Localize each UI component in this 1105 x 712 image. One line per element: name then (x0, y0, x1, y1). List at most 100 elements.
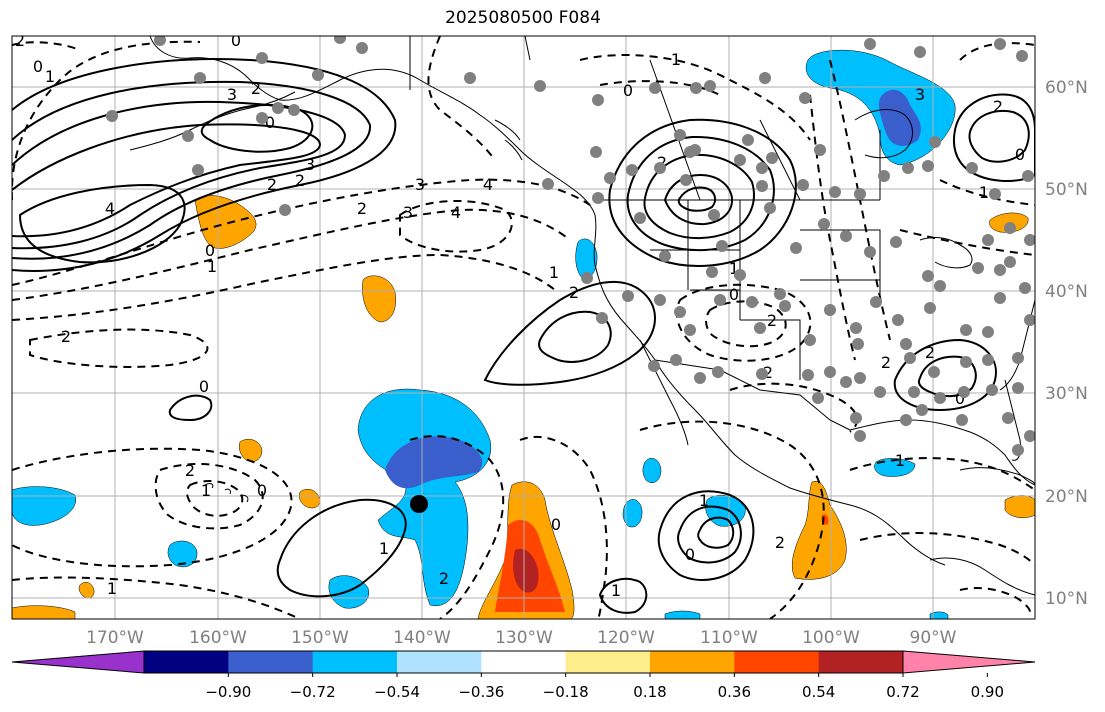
station-dot (634, 212, 646, 224)
station-dot (850, 322, 862, 334)
contour-label: 0 (729, 285, 739, 304)
station-dot (712, 366, 724, 378)
central-america (929, 557, 1035, 596)
station-dot (829, 186, 841, 198)
negative-contour (809, 94, 856, 361)
lat-tick-label: 50°N (1045, 180, 1088, 200)
lon-tick-label: 170°W (86, 628, 144, 648)
positive-contour (538, 310, 612, 363)
very-strong-positive-region (513, 548, 539, 593)
positive-contour (12, 100, 347, 250)
station-dot (914, 46, 926, 58)
station-dot (922, 270, 934, 282)
contour-label: 0 (265, 113, 275, 132)
station-dot (854, 188, 866, 200)
station-dot (690, 82, 702, 94)
negative-anomaly-patch (929, 611, 949, 619)
station-dot (356, 42, 368, 54)
lon-tick-label: 100°W (802, 628, 860, 648)
florida (1004, 379, 1021, 461)
negative-contour (579, 54, 811, 141)
station-dot (154, 36, 166, 46)
station-dot (1024, 430, 1035, 442)
station-dot (1004, 222, 1016, 234)
station-dot (714, 294, 726, 306)
contour-label: 2 (61, 327, 71, 346)
station-dot (902, 162, 914, 174)
contour-label: 2 (185, 461, 195, 480)
negative-anomaly-patch (328, 575, 370, 609)
station-dot (956, 414, 968, 426)
station-dot (106, 110, 118, 122)
station-dot (824, 366, 836, 378)
contour-label: 0 (257, 481, 267, 500)
station-dot (674, 306, 686, 318)
contour-label: 1 (611, 581, 621, 600)
contour-label: 1 (895, 451, 905, 470)
station-dot (774, 288, 786, 300)
station-dot (756, 368, 768, 380)
positive-anomaly-patch (239, 439, 263, 462)
canada-provinces (409, 36, 881, 201)
negative-contour (399, 200, 513, 253)
colorbar-segment (565, 651, 651, 673)
station-dot (804, 334, 816, 346)
station-dot (581, 272, 593, 284)
contour-label: 3 (305, 155, 315, 174)
lon-tick-label: 150°W (291, 628, 349, 648)
positive-anomaly-patch (1004, 495, 1035, 518)
station-dot (797, 179, 809, 191)
na-west-coast (559, 179, 946, 566)
contour-label: 1 (45, 67, 55, 86)
station-dot (1024, 314, 1035, 326)
contour-labels: 2010432234234012023012012122022012301210… (15, 36, 1025, 600)
station-dot (654, 162, 666, 174)
station-dot (864, 38, 876, 50)
positive-contour (677, 505, 742, 564)
station-dot (900, 414, 912, 426)
positive-contour (168, 394, 213, 422)
negative-anomaly-patch (167, 540, 198, 568)
station-dot (989, 188, 1001, 200)
station-dot (802, 369, 814, 381)
station-dot (1019, 282, 1031, 294)
station-dot (878, 170, 890, 182)
contour-label: 4 (451, 203, 461, 222)
station-dot (754, 322, 766, 334)
contour-label: 3 (915, 85, 925, 104)
colorbar-extend-high (902, 650, 1036, 674)
contour-label: 2 (993, 97, 1003, 116)
station-dot (1024, 234, 1035, 246)
negative-contour (12, 178, 591, 286)
station-dot (799, 92, 811, 104)
contour-label: 2 (767, 311, 777, 330)
colorbar-outline (143, 650, 904, 674)
contour-label: 2 (251, 79, 261, 98)
colorbar-tick-label: −0.72 (290, 683, 336, 701)
contour-label: 0 (33, 57, 43, 76)
station-dot (1012, 352, 1024, 364)
station-dot (1016, 50, 1028, 62)
station-dot (759, 72, 771, 84)
negative-anomaly-patch (874, 458, 916, 477)
lon-tick-label: 130°W (495, 628, 553, 648)
hudson-bay (854, 109, 913, 159)
negative-contour (154, 463, 264, 530)
lat-tick-label: 30°N (1045, 384, 1088, 404)
station-dot (908, 386, 920, 398)
colorbar-extend-low (11, 650, 145, 674)
station-dot (704, 80, 716, 92)
contour-label: 3 (227, 85, 237, 104)
positive-contour (643, 153, 755, 240)
negative-contour (186, 479, 244, 517)
positive-anomaly-region-alaska (194, 195, 257, 249)
contour-label: 1 (671, 50, 681, 69)
positive-contour (12, 58, 397, 272)
negative-anomaly-patch (622, 499, 643, 528)
mexico-border (654, 359, 851, 431)
station-dot (689, 144, 701, 156)
station-dot (994, 38, 1006, 50)
positive-contour (276, 498, 407, 598)
negative-contour (427, 36, 496, 161)
